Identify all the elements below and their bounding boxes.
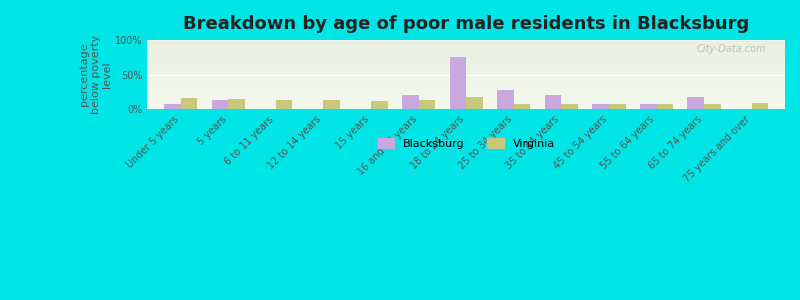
Bar [164,104,181,109]
Bar [181,98,198,109]
Legend: Blacksburg, Virginia: Blacksburg, Virginia [373,134,559,153]
Bar [545,95,562,109]
Bar [514,104,530,109]
Bar [466,97,483,109]
Bar [323,100,340,109]
Text: City-Data.com: City-Data.com [696,44,766,54]
Bar [704,104,721,109]
Bar [609,104,626,109]
Bar [418,100,435,109]
Bar [562,104,578,109]
Bar [371,101,388,109]
Bar [752,103,768,109]
Bar [228,99,245,109]
Bar [592,104,609,109]
Bar [497,90,514,109]
Bar [211,100,228,109]
Bar [276,100,293,109]
Bar [687,98,704,109]
Bar [450,57,466,109]
Y-axis label: percentage
below poverty
level: percentage below poverty level [79,35,112,114]
Bar [657,104,673,109]
Title: Breakdown by age of poor male residents in Blacksburg: Breakdown by age of poor male residents … [183,15,750,33]
Bar [640,104,657,109]
Bar [402,95,418,109]
